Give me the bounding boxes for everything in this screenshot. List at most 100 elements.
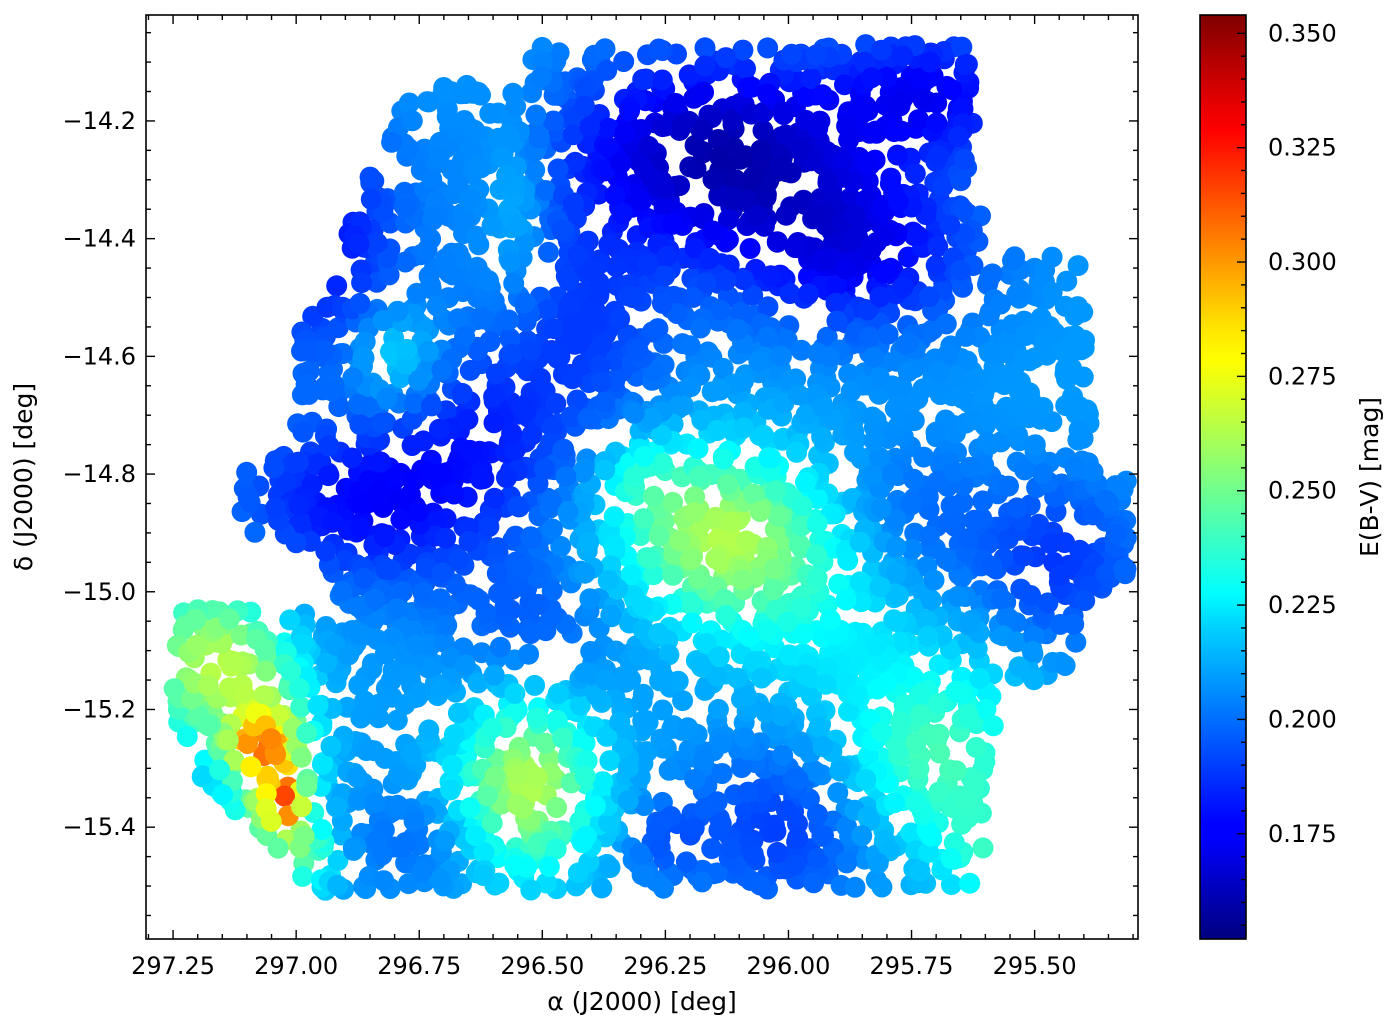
data-point — [869, 286, 891, 308]
data-point — [642, 564, 664, 586]
data-point — [561, 368, 583, 390]
data-point — [436, 106, 458, 128]
data-point — [562, 124, 584, 146]
data-point — [541, 416, 563, 438]
data-point — [421, 168, 443, 190]
data-point — [711, 732, 733, 754]
data-point — [217, 729, 239, 751]
data-point — [1008, 656, 1030, 678]
data-point — [687, 438, 709, 460]
data-point — [829, 760, 851, 782]
data-point — [689, 317, 711, 339]
data-point — [748, 350, 770, 372]
data-point — [891, 89, 913, 111]
data-point — [350, 517, 372, 539]
data-point — [885, 509, 907, 531]
data-point — [1037, 592, 1059, 614]
data-point — [552, 727, 574, 749]
data-point — [977, 270, 999, 292]
data-point — [464, 119, 485, 141]
data-point — [947, 126, 969, 147]
x-tick-label: 295.75 — [870, 952, 954, 980]
data-point — [386, 709, 408, 731]
data-point — [502, 83, 524, 105]
data-point — [996, 365, 1018, 386]
data-point — [918, 525, 940, 547]
data-point — [766, 841, 788, 863]
data-point — [292, 421, 314, 443]
data-point — [702, 169, 724, 190]
data-point — [918, 841, 940, 863]
data-point — [566, 389, 588, 411]
data-point — [635, 710, 657, 731]
data-point — [431, 678, 453, 700]
data-point — [526, 766, 548, 788]
data-point — [488, 129, 510, 151]
data-point — [755, 619, 777, 641]
data-point — [795, 404, 817, 426]
data-point — [610, 152, 632, 174]
data-point — [1052, 340, 1074, 362]
data-point — [1041, 282, 1063, 303]
data-point — [443, 483, 465, 505]
data-point — [274, 785, 295, 807]
plot-frame — [145, 14, 1139, 940]
data-point — [337, 644, 359, 666]
x-tick-label: 295.50 — [993, 952, 1077, 980]
data-point — [739, 238, 761, 259]
data-point — [490, 146, 512, 168]
data-point — [766, 231, 788, 253]
data-point — [883, 792, 905, 814]
data-point — [347, 393, 369, 415]
data-point — [405, 634, 427, 656]
data-point — [176, 726, 198, 748]
data-point — [525, 104, 547, 126]
data-point — [1023, 625, 1045, 647]
data-point — [1026, 519, 1048, 540]
data-point — [870, 39, 892, 61]
data-point — [373, 870, 395, 892]
data-point — [732, 370, 754, 392]
data-point — [737, 77, 759, 99]
data-point — [838, 363, 860, 385]
data-point — [666, 303, 688, 324]
data-point — [633, 445, 655, 467]
data-point — [769, 155, 791, 177]
data-point — [459, 359, 481, 381]
x-tick-label: 296.75 — [377, 952, 461, 980]
data-point — [288, 678, 310, 699]
data-point — [1023, 669, 1045, 691]
data-point — [418, 91, 440, 113]
data-point — [293, 825, 315, 847]
data-point — [354, 690, 375, 712]
data-point — [197, 675, 219, 697]
data-point — [753, 424, 774, 446]
data-point — [976, 432, 998, 453]
data-point — [835, 589, 857, 611]
data-point — [435, 527, 457, 549]
data-point — [951, 36, 973, 58]
data-point — [1013, 545, 1035, 567]
data-point — [919, 51, 941, 73]
y-tick-label: −14.6 — [62, 342, 136, 370]
data-point — [908, 109, 929, 131]
data-point — [513, 396, 535, 418]
data-point — [803, 872, 825, 894]
data-point — [422, 209, 444, 231]
data-point — [504, 682, 526, 704]
data-point — [505, 525, 526, 547]
data-point — [787, 769, 809, 791]
data-point — [796, 85, 818, 107]
data-point — [678, 64, 700, 86]
data-point — [514, 292, 536, 314]
x-tick-label: 297.25 — [131, 952, 215, 980]
data-point — [1007, 424, 1028, 446]
data-point — [562, 193, 584, 215]
data-point — [501, 422, 523, 444]
data-point — [770, 345, 792, 367]
data-point — [835, 851, 857, 873]
data-point — [932, 175, 954, 197]
scatter-points — [163, 34, 1137, 901]
data-point — [994, 342, 1016, 364]
data-point — [650, 424, 672, 446]
